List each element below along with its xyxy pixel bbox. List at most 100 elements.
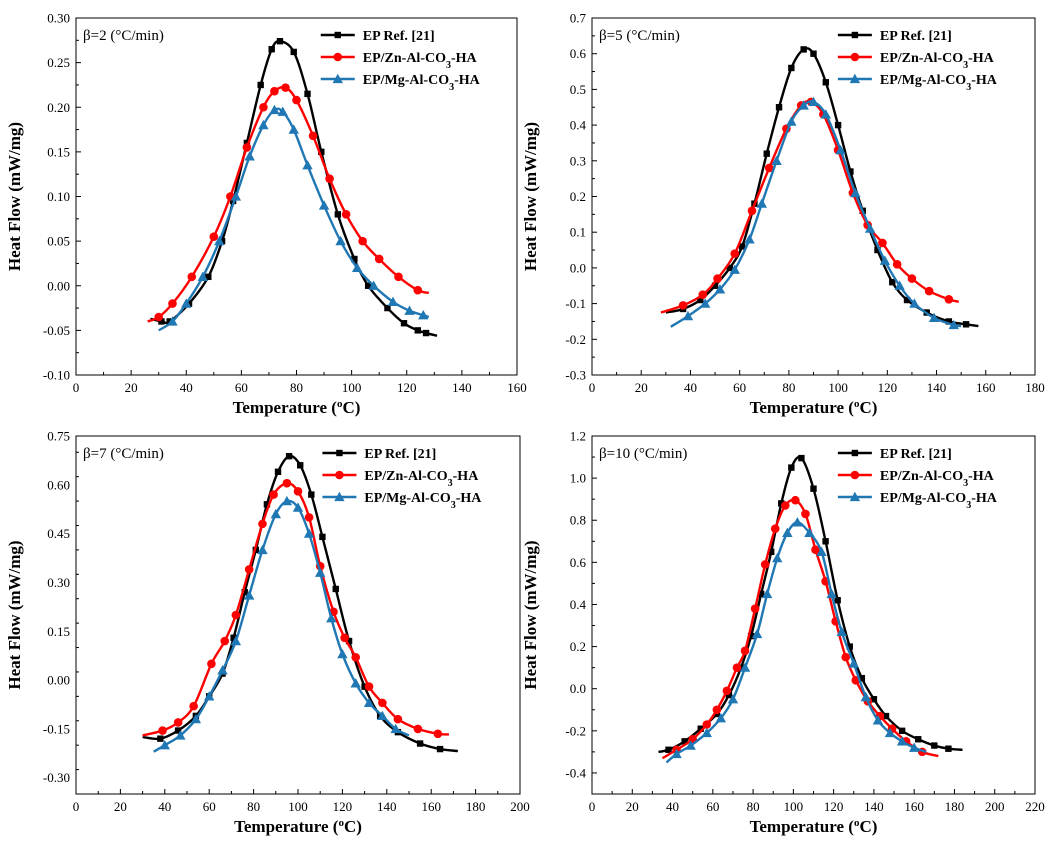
data-point (665, 746, 672, 753)
series-line-2 (147, 85, 430, 323)
data-point (244, 151, 255, 161)
data-point (847, 168, 854, 175)
data-point (158, 726, 167, 735)
legend-marker (850, 52, 860, 62)
legend-item-2: EP/Zn-Al-CO3-HA (837, 469, 995, 489)
data-point (302, 160, 313, 170)
y-tick-label: 0.00 (47, 278, 70, 293)
data-point (713, 274, 722, 283)
y-tick-label: 0.2 (570, 639, 586, 654)
x-tick-label: 100 (784, 799, 804, 814)
y-tick-label: 0.25 (47, 55, 70, 70)
data-point (909, 298, 920, 308)
y-tick-label: 0.4 (570, 597, 587, 612)
y-tick-label: 0.6 (570, 555, 587, 570)
legend-label: EP Ref. [21] (364, 447, 436, 462)
y-axis-title: Heat Flow (mW/mg) (521, 122, 540, 271)
data-point (258, 119, 269, 130)
series-group (660, 46, 979, 330)
x-tick-label: 20 (125, 380, 138, 395)
data-point (678, 301, 688, 310)
data-point (892, 260, 902, 269)
legend-label: EP/Zn-Al-CO3-HA (880, 51, 995, 71)
x-tick-label: 20 (626, 799, 639, 814)
data-point (390, 723, 401, 734)
series-line-3 (153, 499, 410, 753)
data-point (698, 290, 708, 299)
y-tick-label: -0.3 (565, 368, 586, 383)
data-point (860, 691, 872, 702)
panel-rate-label: β=2 (°C/min) (83, 28, 164, 44)
data-point (231, 610, 241, 620)
y-tick-label: 0.1 (570, 225, 586, 240)
data-point (810, 485, 817, 492)
data-point (288, 124, 299, 134)
data-point (173, 718, 183, 727)
y-tick-label: -0.15 (43, 721, 70, 736)
panel-rate-label: β=10 (°C/min) (599, 446, 687, 462)
data-point (377, 710, 388, 721)
data-point (792, 517, 803, 527)
legend-item-1: EP Ref. [21] (322, 447, 436, 462)
legend-marker (334, 491, 345, 502)
y-tick-label: -0.2 (565, 332, 586, 347)
y-tick-label: -0.2 (565, 723, 586, 738)
data-point (889, 278, 896, 286)
data-point (394, 272, 403, 282)
legend-item-1: EP Ref. [21] (320, 29, 435, 44)
y-tick-label: 0.30 (47, 11, 70, 26)
data-point (187, 272, 197, 282)
data-point (159, 739, 170, 750)
data-point (778, 500, 785, 507)
data-point (682, 310, 694, 321)
x-tick-label: 160 (421, 799, 441, 814)
legend-marker (335, 470, 344, 480)
legend-marker (333, 52, 343, 62)
x-tick-label: 20 (635, 380, 648, 395)
data-point (326, 613, 337, 623)
y-tick-label: 0.2 (570, 189, 586, 204)
data-point (782, 527, 793, 538)
legend-item-2: EP/Zn-Al-CO3-HA (322, 469, 479, 489)
data-point (340, 633, 349, 643)
data-point (416, 740, 424, 747)
legend-marker (334, 31, 341, 39)
data-point (834, 121, 842, 129)
x-tick-label: 80 (747, 799, 760, 814)
x-tick-label: 80 (290, 380, 303, 395)
data-point (304, 513, 314, 522)
data-point (870, 696, 878, 703)
x-tick-label: 180 (945, 799, 965, 814)
x-tick-label: 60 (203, 799, 216, 814)
y-tick-label: 1.2 (570, 429, 586, 444)
data-point (243, 139, 251, 147)
data-point (945, 318, 953, 325)
data-point (368, 280, 379, 290)
y-tick-label: 0.0 (570, 681, 586, 696)
legend-label: EP/Mg-Al-CO3-HA (363, 73, 481, 93)
x-tick-label: 80 (782, 380, 795, 395)
data-point (363, 697, 375, 708)
data-point (214, 235, 225, 246)
legend-label: EP/Mg-Al-CO3-HA (364, 491, 482, 511)
data-point (217, 665, 228, 675)
y-axis-title: Heat Flow (mW/mg) (521, 540, 540, 689)
x-tick-label: 120 (333, 799, 353, 814)
legend-marker (849, 491, 861, 502)
data-point (243, 590, 255, 600)
series-line-3 (670, 100, 962, 328)
data-point (712, 705, 722, 715)
data-point (319, 533, 326, 541)
data-point (318, 148, 325, 156)
x-tick-label: 60 (733, 380, 746, 395)
data-point (826, 588, 837, 599)
data-point (364, 682, 374, 691)
data-point (274, 468, 282, 475)
data-point (822, 79, 830, 86)
chart-panel-3: 0 20 40 60 80 100 120 140 160 180 200 -0.30 -0.15 0.0… (5, 429, 530, 837)
data-point (841, 652, 851, 662)
data-point (220, 636, 230, 646)
y-tick-label: 0.6 (570, 46, 587, 61)
x-tick-label: 160 (976, 380, 996, 395)
data-point (197, 271, 208, 281)
